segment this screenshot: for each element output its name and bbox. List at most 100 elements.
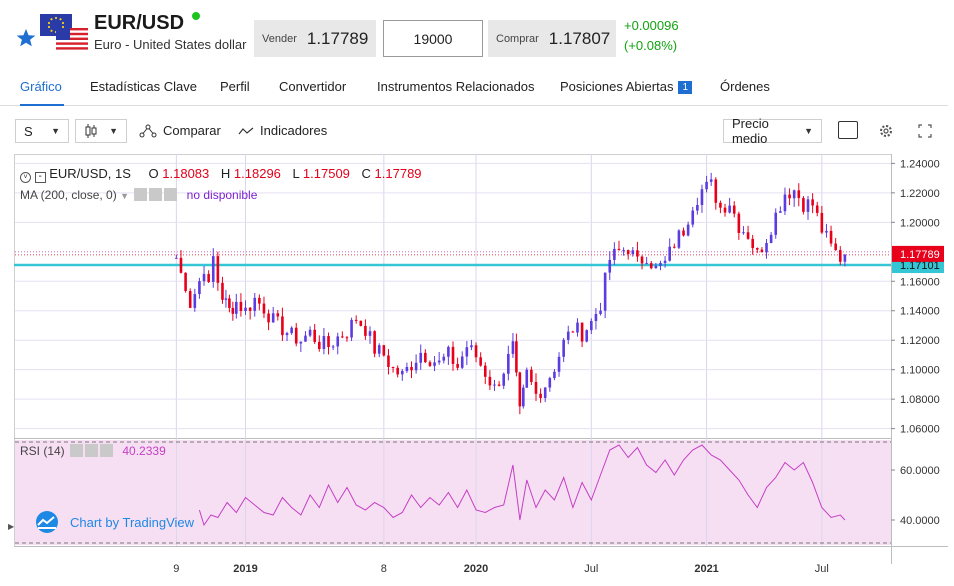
candle-body (548, 378, 552, 388)
candle-body (488, 376, 492, 386)
candle-body (373, 331, 376, 354)
ma-legend: MA (200, close, 0) ▼ no disponible (20, 188, 257, 202)
tab-instrumentos-relacionados[interactable]: Instrumentos Relacionados (377, 72, 535, 106)
candle-body (179, 257, 183, 273)
candle-body (594, 313, 598, 322)
tab-label: Posiciones Abiertas (560, 79, 674, 94)
time-axis-tick-label: Jul (584, 563, 598, 575)
candle-body (603, 272, 607, 311)
tradingview-branding[interactable]: Chart by TradingView (32, 510, 194, 534)
price-axis-tick-label: 1.06000 (900, 424, 940, 436)
sell-label: Vender (262, 32, 297, 45)
price-chart[interactable]: 9 2019 8 2020 Jul 2021 Jul 1.24000 1.22000 1.2000… (14, 154, 948, 586)
rsi-label: RSI (14) (20, 444, 65, 458)
chevron-down-icon[interactable]: ▼ (120, 191, 129, 201)
chevron-down-icon: ▼ (804, 126, 813, 136)
candle-body (534, 381, 538, 394)
price-type-value: Precio medio (732, 116, 769, 146)
tab-ordenes[interactable]: Órdenes (720, 72, 770, 106)
candle-body (792, 190, 796, 199)
buy-button[interactable]: Comprar 1.17807 (488, 20, 616, 57)
quantity-input[interactable] (383, 20, 483, 57)
candle-body (193, 294, 197, 308)
candle-body (797, 190, 801, 199)
candle-body (382, 345, 386, 356)
candle-body (613, 248, 616, 260)
compare-icon (139, 124, 157, 137)
tab-posiciones-abiertas[interactable]: Posiciones Abiertas 1 (560, 72, 693, 106)
candle-body (732, 205, 736, 214)
last-price-label: 1.17789 (900, 249, 940, 261)
candle-body (515, 341, 518, 373)
candle-body (483, 365, 487, 377)
candle-body (290, 327, 293, 334)
gear-icon[interactable] (85, 444, 99, 457)
eye-icon[interactable] (70, 444, 84, 457)
candle-body (696, 204, 699, 211)
candle-body (235, 301, 238, 314)
candle-body (262, 303, 266, 314)
candle-body (746, 232, 750, 239)
tab-grafico[interactable]: Gráfico (20, 72, 64, 106)
time-axis-tick-label: 2021 (694, 563, 718, 575)
candle-body (608, 259, 612, 273)
candle-body (815, 205, 819, 213)
price-type-select[interactable]: Precio medio ▼ (723, 116, 822, 146)
sell-button[interactable]: Vender 1.17789 (254, 20, 376, 57)
gear-icon[interactable] (878, 123, 894, 139)
candle-body (811, 199, 814, 206)
candle-body (640, 256, 644, 264)
candle-body (317, 341, 321, 349)
candle-body (659, 263, 662, 266)
tab-convertidor[interactable]: Convertidor (279, 72, 346, 106)
candle-body (410, 366, 413, 371)
candle-body (829, 230, 833, 244)
candle-body (175, 257, 178, 259)
candle-body (248, 307, 252, 311)
tab-label: Órdenes (720, 79, 770, 94)
candle-body (493, 384, 496, 386)
candle-body (820, 212, 824, 233)
level-price-label: 1.17101 (900, 260, 940, 272)
tab-label: Estadísticas Clave (90, 79, 197, 94)
tab-perfil[interactable]: Perfil (220, 72, 250, 106)
interval-select[interactable]: S ▼ (15, 119, 69, 143)
chart-type-select[interactable]: ▼ (75, 119, 127, 143)
close-icon[interactable] (164, 188, 178, 201)
candle-body (802, 198, 805, 212)
indicators-button[interactable]: Indicadores (238, 123, 327, 138)
compare-button[interactable]: Comparar (139, 123, 221, 138)
tab-label: Convertidor (279, 79, 347, 94)
candle-body (308, 329, 312, 336)
candle-body (543, 387, 547, 398)
snapshot-toggle[interactable] (838, 121, 858, 139)
price-axis-tick-label: 1.22000 (900, 188, 940, 200)
star-icon[interactable] (16, 28, 36, 48)
candle-body (419, 352, 423, 363)
buy-price: 1.17807 (548, 28, 611, 48)
candle-body (562, 339, 565, 357)
candle-body (211, 256, 215, 282)
candle-body (281, 316, 284, 336)
candle-body (244, 307, 247, 312)
candle-body (723, 207, 727, 213)
scroll-left-arrow[interactable]: ▶ (8, 522, 15, 531)
collapse-icon[interactable]: ˅ (20, 172, 31, 183)
buy-label: Comprar (496, 32, 539, 45)
candle-body (779, 211, 782, 213)
chart-container[interactable]: 9 2019 8 2020 Jul 2021 Jul 1.24000 1.22000 1.2000… (8, 154, 948, 586)
candle-body (271, 313, 275, 323)
minus-box-icon[interactable]: - (34, 172, 46, 183)
candle-body (649, 263, 653, 269)
high-label: H (220, 166, 231, 181)
gear-icon[interactable] (149, 188, 163, 201)
close-icon[interactable] (100, 444, 114, 457)
eye-icon[interactable] (134, 188, 148, 201)
fullscreen-icon[interactable] (918, 124, 932, 138)
candle-body (345, 337, 349, 339)
candle-body (677, 230, 681, 248)
candle-body (479, 357, 482, 366)
market-open-indicator (192, 12, 200, 20)
candle-body (322, 336, 326, 349)
tab-estadisticas-clave[interactable]: Estadísticas Clave (90, 72, 197, 106)
